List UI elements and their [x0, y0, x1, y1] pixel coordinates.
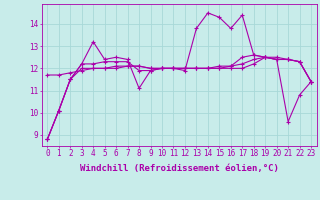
X-axis label: Windchill (Refroidissement éolien,°C): Windchill (Refroidissement éolien,°C)	[80, 164, 279, 173]
